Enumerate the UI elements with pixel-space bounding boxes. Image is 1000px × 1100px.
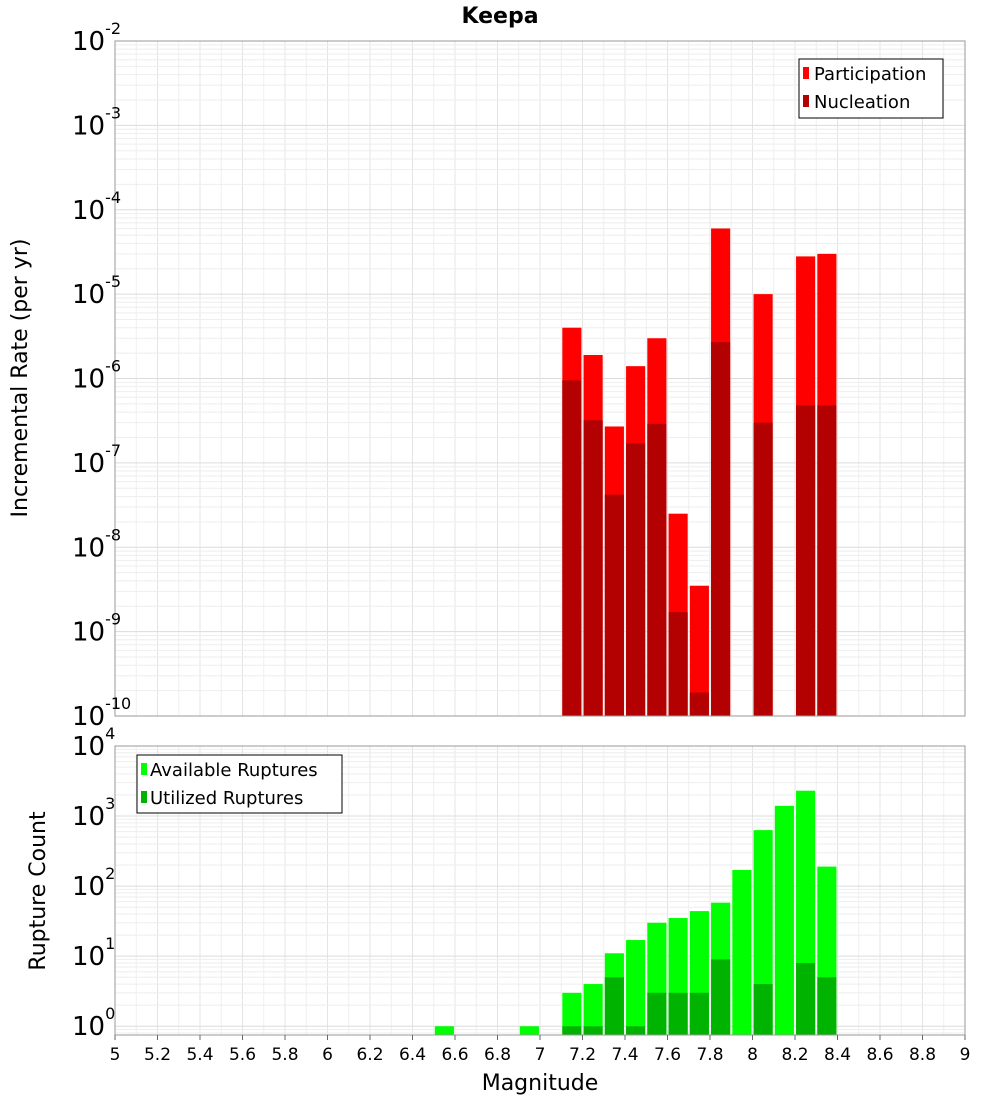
x-tick-label: 5.2 [144,1045,171,1065]
x-tick-label: 8.2 [781,1045,808,1065]
top-y-tick-label: 10-7 [72,441,121,479]
bar-available-ruptures [774,805,794,1035]
legend-swatch-participation [803,67,809,79]
top-legend-box [798,58,944,119]
top-plot-grid [114,41,966,717]
bar-nucleation [647,423,667,716]
legend-swatch-available [141,763,147,775]
legend-swatch-nucleation [803,95,809,107]
bar-utilized-ruptures [753,984,773,1035]
top-legend: Participation Nucleation [798,58,944,119]
top-y-tick-label: 10-4 [72,188,121,226]
bottom-y-axis-label: Rupture Count [26,811,51,971]
x-tick-label: 5 [110,1045,121,1065]
x-axis-label: Magnitude [482,1071,599,1096]
x-tick-label: 6 [322,1045,333,1065]
bottom-y-tick-label: 101 [72,934,115,972]
bar-utilized-ruptures [689,992,709,1035]
bar-nucleation [711,342,731,716]
bottom-y-tick-label: 104 [72,724,115,762]
x-tick-label: 7.2 [569,1045,596,1065]
x-tick-label: 6.8 [484,1045,511,1065]
bar-utilized-ruptures [583,1026,603,1035]
bar-available-ruptures [626,940,646,1035]
bar-available-ruptures [753,830,773,1035]
bar-available-ruptures [732,869,752,1035]
bar-nucleation [817,405,837,716]
bar-nucleation [583,420,603,716]
x-tick-label: 8 [747,1045,758,1065]
bar-available-ruptures [519,1026,539,1035]
legend-label-utilized: Utilized Ruptures [150,788,303,809]
x-tick-label: 6.6 [441,1045,468,1065]
top-y-tick-labels: 10-2 10-3 10-4 10-5 10-6 10-7 10-8 10-9 10-10 [72,19,131,732]
bottom-y-tick-label: 102 [72,864,115,902]
x-tick-label: 5.4 [186,1045,213,1065]
top-y-tick-label: 10-10 [72,694,131,732]
x-tick-label: 5.8 [271,1045,298,1065]
bar-participation [689,585,709,716]
top-y-tick-label: 10-9 [72,610,121,648]
x-tick-label: 7 [535,1045,546,1065]
bar-nucleation [689,692,709,716]
bottom-y-tick-label: 100 [72,1004,115,1042]
top-y-tick-label: 10-5 [72,272,121,310]
x-axis-ticks: 5 5.2 5.4 5.6 5.8 6 6.2 6.4 6.6 6.8 7 7.2 7.4 7.6 7.8 8… [110,1035,971,1065]
bar-nucleation [753,422,773,716]
x-tick-label: 6.4 [399,1045,426,1065]
x-tick-label: 5.6 [229,1045,256,1065]
top-y-axis-label: Incremental Rate (per yr) [8,239,33,518]
top-y-tick-label: 10-3 [72,103,121,141]
bar-available-ruptures [583,984,603,1035]
bottom-plot-bars [434,790,837,1035]
bar-nucleation [562,380,582,716]
bar-nucleation [604,494,624,716]
bar-nucleation [626,443,646,716]
bottom-y-tick-labels: 104 103 102 101 100 [72,724,115,1042]
bar-utilized-ruptures [796,962,816,1035]
bottom-y-tick-label: 103 [72,794,115,832]
x-tick-label: 9 [960,1045,971,1065]
bar-nucleation [668,612,688,716]
top-plot-bars [562,228,837,716]
bar-utilized-ruptures [562,1026,582,1035]
top-y-tick-label: 10-6 [72,357,121,395]
x-tick-label: 7.4 [611,1045,638,1065]
bottom-legend: Available Ruptures Utilized Ruptures [136,754,343,814]
bar-utilized-ruptures [604,977,624,1035]
legend-label-nucleation: Nucleation [814,92,910,113]
bar-utilized-ruptures [626,1026,646,1035]
top-y-tick-label: 10-2 [72,19,121,57]
bar-available-ruptures [434,1026,454,1035]
bar-utilized-ruptures [668,992,688,1035]
bar-nucleation [796,405,816,716]
x-tick-label: 8.6 [866,1045,893,1065]
x-tick-label: 8.4 [824,1045,851,1065]
legend-label-available: Available Ruptures [150,760,318,781]
x-tick-label: 8.8 [909,1045,936,1065]
bar-utilized-ruptures [711,959,731,1035]
x-tick-label: 7.6 [654,1045,681,1065]
bar-available-ruptures [562,992,582,1035]
top-plot-frame [114,40,966,717]
legend-label-participation: Participation [814,64,926,85]
x-tick-label: 6.2 [356,1045,383,1065]
bar-utilized-ruptures [647,992,667,1035]
legend-swatch-utilized [141,791,147,803]
chart-title: Keepa [461,4,538,29]
bar-utilized-ruptures [817,977,837,1035]
x-tick-label: 7.8 [696,1045,723,1065]
bottom-legend-box [136,754,343,814]
top-y-tick-label: 10-8 [72,525,121,563]
